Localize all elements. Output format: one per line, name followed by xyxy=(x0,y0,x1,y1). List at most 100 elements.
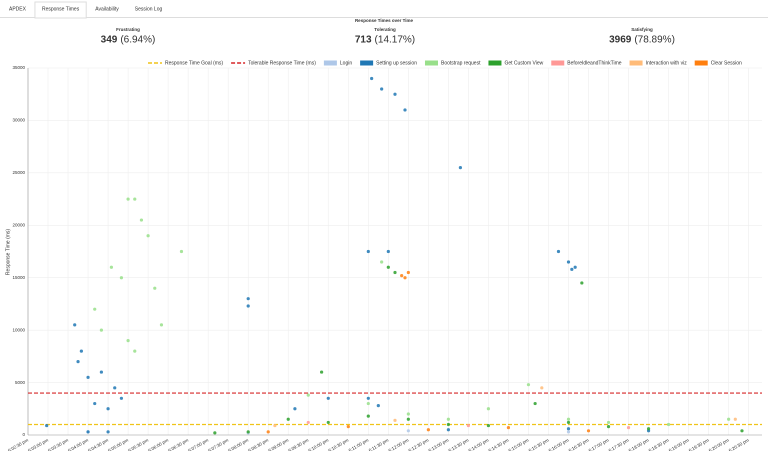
tab-active[interactable] xyxy=(34,1,87,19)
point xyxy=(606,425,611,429)
point xyxy=(45,423,49,428)
point xyxy=(153,286,157,290)
point xyxy=(113,386,117,390)
point xyxy=(446,428,450,432)
point xyxy=(133,197,137,201)
point xyxy=(466,423,470,428)
legend-label[interactable]: BeforeIdleandThinkTime xyxy=(567,60,622,66)
point xyxy=(126,197,130,201)
tab-label[interactable]: Response Times xyxy=(42,6,80,12)
stat-label: Frustrating xyxy=(116,27,140,32)
point xyxy=(486,407,491,411)
legend-swatch xyxy=(551,60,565,66)
legend-label[interactable]: Setting up session xyxy=(376,60,417,66)
point xyxy=(246,304,250,308)
point xyxy=(370,76,374,81)
point xyxy=(326,420,330,425)
point xyxy=(570,267,574,271)
point xyxy=(486,423,491,428)
point xyxy=(540,386,544,390)
point xyxy=(366,396,370,400)
point xyxy=(106,430,110,434)
legend-label[interactable]: Interaction with viz xyxy=(646,60,688,66)
point xyxy=(406,417,410,421)
point xyxy=(406,412,410,416)
stat-percent: (14.17%) xyxy=(375,35,416,46)
y-tick-label: 0 xyxy=(22,432,25,437)
point xyxy=(446,417,450,421)
point xyxy=(426,428,430,432)
point xyxy=(406,270,410,275)
point xyxy=(306,420,310,425)
legend-label[interactable]: Get Custom View xyxy=(504,60,543,66)
point xyxy=(606,420,611,425)
point xyxy=(139,218,144,222)
point xyxy=(580,281,584,285)
point xyxy=(376,404,380,408)
point xyxy=(159,323,164,327)
point xyxy=(586,429,591,433)
point xyxy=(99,328,103,332)
point xyxy=(119,396,124,400)
point xyxy=(73,323,77,327)
legend-label[interactable]: Tolerable Response Time (ms) xyxy=(248,60,316,66)
point xyxy=(446,422,450,427)
point xyxy=(400,274,404,278)
point xyxy=(526,383,531,387)
point xyxy=(740,429,744,433)
point xyxy=(133,349,137,353)
point xyxy=(273,423,277,428)
y-tick-label: 25000 xyxy=(12,170,25,175)
legend-swatch xyxy=(360,60,374,66)
point xyxy=(566,427,571,431)
legend-label[interactable]: Clear Session xyxy=(711,60,742,66)
legend-label[interactable]: Bootstrap request xyxy=(441,60,481,66)
legend-swatch xyxy=(488,60,502,66)
point xyxy=(566,430,571,434)
point xyxy=(76,360,80,364)
point xyxy=(119,276,124,280)
chart-title: Response Times over Time xyxy=(355,18,414,23)
tab-label[interactable]: Availability xyxy=(95,6,119,12)
stat-count: 349 xyxy=(101,35,118,46)
point xyxy=(86,375,90,379)
point xyxy=(733,417,737,421)
point xyxy=(99,370,103,374)
tab-label[interactable]: APDEX xyxy=(9,6,27,12)
point xyxy=(366,249,370,254)
legend-swatch xyxy=(694,60,708,66)
point xyxy=(213,431,217,435)
legend-label[interactable]: Response Time Goal (ms) xyxy=(165,60,223,66)
point xyxy=(566,260,571,264)
tab-label[interactable]: Session Log xyxy=(135,6,163,12)
stat-label: Satisfying xyxy=(631,27,653,32)
point xyxy=(246,297,250,301)
point xyxy=(393,270,397,275)
stat-label: Tolerating xyxy=(374,27,396,32)
point xyxy=(380,87,384,91)
point xyxy=(393,92,397,96)
point xyxy=(556,249,561,254)
point xyxy=(403,108,407,112)
stat-percent: (78.89%) xyxy=(634,35,675,46)
point xyxy=(286,417,290,421)
point xyxy=(403,276,407,280)
y-tick-label: 20000 xyxy=(12,222,25,227)
point xyxy=(380,260,384,264)
point xyxy=(406,429,410,433)
point xyxy=(293,407,297,411)
legend-swatch xyxy=(629,60,643,66)
y-tick-label: 5000 xyxy=(15,380,26,385)
legend-label[interactable]: Login xyxy=(340,60,352,66)
point xyxy=(86,430,90,434)
point xyxy=(126,339,130,343)
stat-percent: (6.94%) xyxy=(120,35,155,46)
point xyxy=(566,417,571,421)
point xyxy=(326,396,330,400)
y-tick-label: 15000 xyxy=(12,275,25,280)
point xyxy=(393,418,397,422)
point xyxy=(93,401,97,406)
point xyxy=(246,430,250,434)
